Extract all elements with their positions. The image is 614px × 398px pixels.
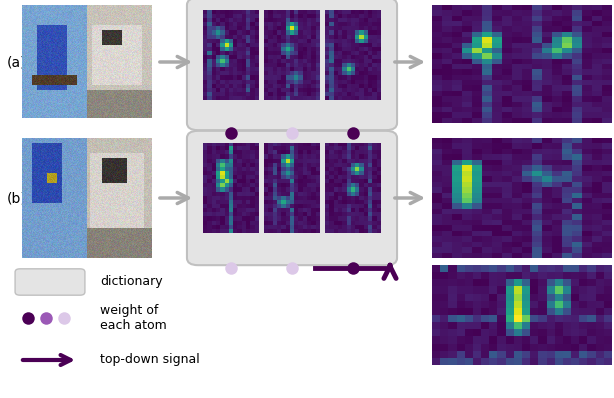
Text: dictionary: dictionary [100,275,163,289]
FancyBboxPatch shape [187,0,397,130]
Text: (b): (b) [7,191,27,205]
Text: top-down signal: top-down signal [100,353,200,367]
Text: weight of
each atom: weight of each atom [100,304,167,332]
FancyBboxPatch shape [15,269,85,295]
FancyBboxPatch shape [187,131,397,265]
Text: (a): (a) [7,55,26,69]
